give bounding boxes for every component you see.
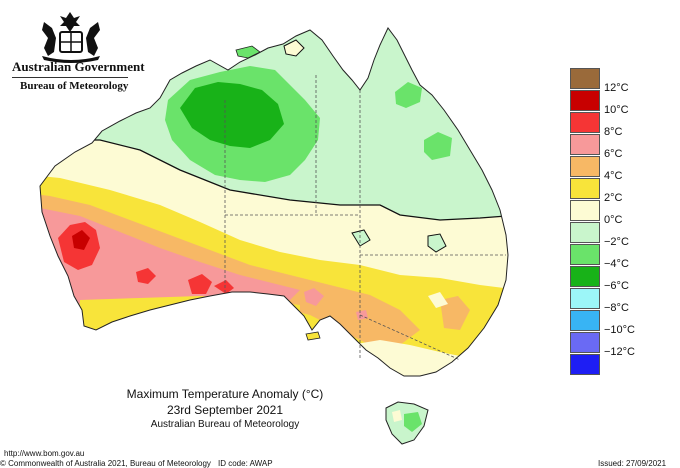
legend-label: −12°C	[604, 346, 636, 358]
legend	[570, 68, 602, 380]
legend-label: 12°C	[604, 82, 629, 94]
legend-label: 0°C	[604, 214, 623, 226]
legend-swatch	[570, 222, 600, 243]
legend-swatch	[570, 156, 600, 177]
legend-swatch	[570, 178, 600, 199]
map-source: Australian Bureau of Meteorology	[150, 419, 300, 430]
legend-label: 10°C	[604, 104, 629, 116]
legend-swatch	[570, 200, 600, 221]
footer-issued: Issued: 27/09/2021	[598, 459, 667, 468]
legend-label: 4°C	[604, 170, 623, 182]
legend-swatch	[570, 112, 600, 133]
legend-swatch	[570, 90, 600, 111]
legend-swatch	[570, 288, 600, 309]
government-name: Australian Government	[12, 59, 145, 74]
legend-label: −4°C	[604, 258, 629, 270]
map-date: 23rd September 2021	[166, 403, 284, 417]
legend-label: −10°C	[604, 324, 636, 336]
coat-of-arms-icon	[42, 12, 100, 63]
legend-swatch	[570, 332, 600, 353]
legend-label: −8°C	[604, 302, 629, 314]
map-title: Maximum Temperature Anomaly (°C)	[126, 387, 324, 401]
legend-label: −2°C	[604, 236, 629, 248]
legend-swatch	[570, 68, 600, 89]
legend-label: 8°C	[604, 126, 623, 138]
footer-id-code: ID code: AWAP	[218, 459, 273, 468]
legend-swatch	[570, 354, 600, 375]
map-title-block: Maximum Temperature Anomaly (°C) 23rd Se…	[100, 386, 350, 432]
legend-swatch	[570, 266, 600, 287]
government-logo	[4, 8, 140, 98]
legend-swatch	[570, 244, 600, 265]
legend-label: 2°C	[604, 192, 623, 204]
legend-swatch	[570, 310, 600, 331]
legend-swatch	[570, 134, 600, 155]
logo-divider	[12, 77, 128, 78]
footer-copyright: © Commonwealth of Australia 2021, Bureau…	[0, 459, 211, 468]
legend-label: −6°C	[604, 280, 629, 292]
footer-url[interactable]: http://www.bom.gov.au	[4, 449, 85, 458]
legend-label: 6°C	[604, 148, 623, 160]
bureau-name: Bureau of Meteorology	[20, 80, 129, 92]
